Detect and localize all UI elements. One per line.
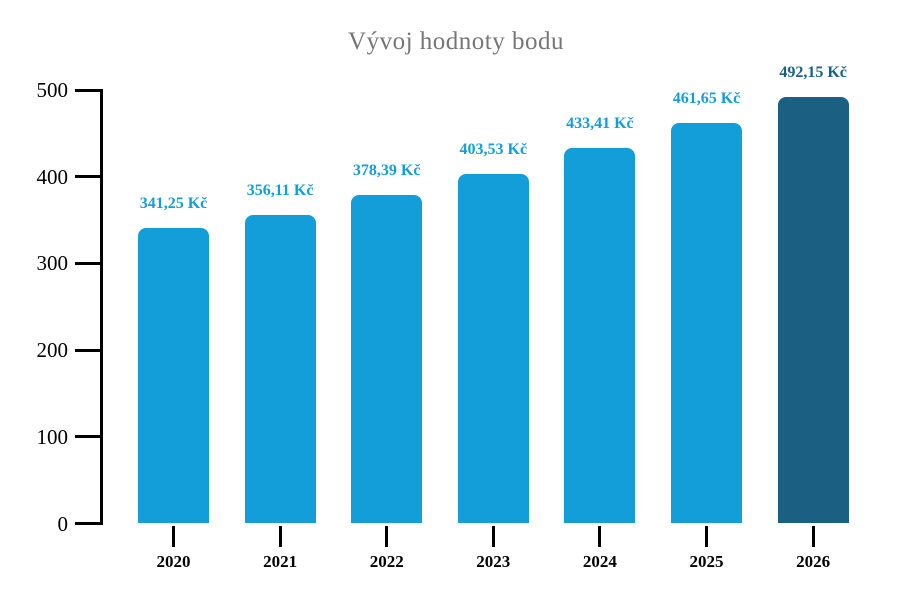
x-tick xyxy=(491,526,495,547)
x-tick-label: 2025 xyxy=(689,552,724,571)
y-tick xyxy=(75,348,103,352)
bar-value-label: 341,25 Kč xyxy=(139,194,208,212)
y-tick xyxy=(75,175,103,179)
bar-value-label: 403,53 Kč xyxy=(459,140,528,158)
y-tick-label: 400 xyxy=(36,164,69,189)
y-tick xyxy=(75,261,103,265)
bar-value-label: 378,39 Kč xyxy=(352,162,421,180)
x-tick-label: 2023 xyxy=(476,552,511,571)
x-tick-label: 2021 xyxy=(263,552,298,571)
x-tick-label: 2026 xyxy=(796,552,831,571)
bar-2024 xyxy=(564,147,636,524)
x-tick xyxy=(385,526,389,547)
y-tick xyxy=(75,435,103,439)
x-tick xyxy=(811,526,815,547)
y-tick-label: 200 xyxy=(36,338,69,363)
bar-value-label: 356,11 Kč xyxy=(246,181,314,199)
y-tick xyxy=(75,88,103,92)
bar-value-label: 461,65 Kč xyxy=(672,90,741,108)
x-tick-label: 2022 xyxy=(369,552,404,571)
bar-2026 xyxy=(777,96,849,524)
bar-2022 xyxy=(351,195,423,524)
bar-value-label: 433,41 Kč xyxy=(566,114,634,132)
bar-2023 xyxy=(457,173,529,524)
x-tick-label: 2020 xyxy=(156,552,191,571)
bar-2025 xyxy=(671,123,742,524)
y-axis-line xyxy=(100,89,103,525)
y-tick-label: 0 xyxy=(57,511,69,536)
y-tick-label: 500 xyxy=(36,78,69,102)
chart-title: Vývoj hodnoty bodu xyxy=(348,28,564,55)
bar-2020 xyxy=(138,227,209,524)
x-tick xyxy=(598,526,602,547)
x-tick xyxy=(172,526,175,547)
bar-value-label: 492,15 Kč xyxy=(779,63,847,81)
x-tick xyxy=(705,526,708,547)
y-tick-label: 100 xyxy=(36,424,69,449)
y-tick-label: 300 xyxy=(36,251,69,276)
y-tick xyxy=(75,522,103,525)
bar-2021 xyxy=(244,214,316,524)
x-tick-label: 2024 xyxy=(582,552,617,571)
x-tick xyxy=(278,526,282,547)
